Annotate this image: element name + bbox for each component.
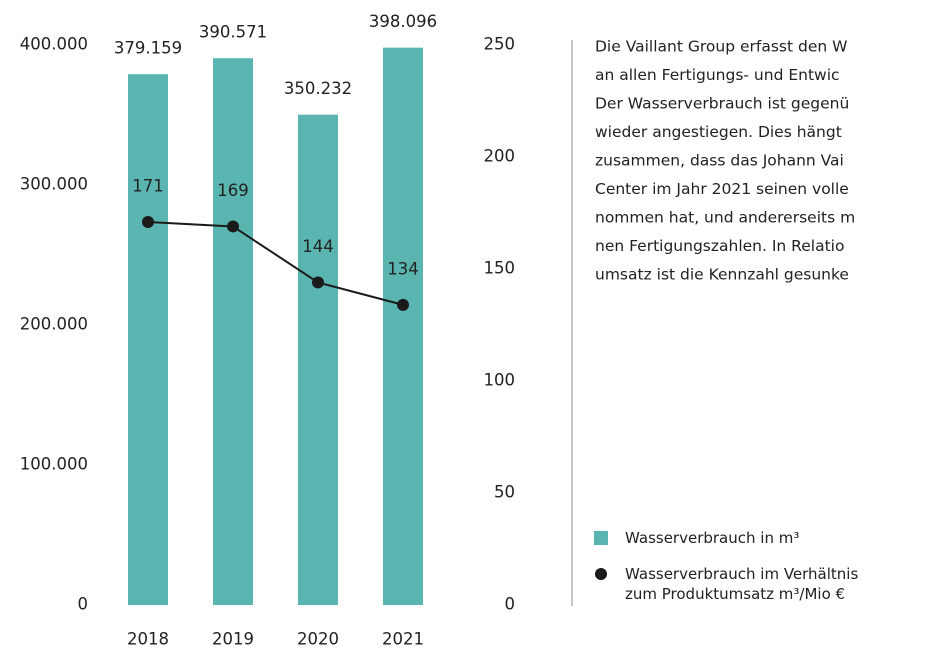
paragraph-line: umsatz ist die Kennzahl gesunke: [595, 266, 849, 284]
bar: [213, 58, 253, 605]
bar: [383, 47, 423, 606]
y-tick-label: 400.000: [20, 35, 88, 54]
y2-tick-label: 100: [484, 371, 516, 390]
line-marker: [227, 220, 239, 233]
legend-label: Wasserverbrauch in m³: [625, 529, 800, 547]
bar: [298, 114, 338, 605]
y-tick-label: 0: [78, 595, 89, 614]
line-marker: [397, 298, 409, 311]
paragraph-line: an allen Fertigungs- und Entwic: [595, 66, 840, 84]
line: [147, 220, 404, 306]
x-tick-label: 2019: [212, 630, 254, 649]
bar-value-label: 379.159: [114, 39, 182, 58]
paragraph-line: wieder angestiegen. Dies hängt: [595, 123, 842, 141]
paragraph-line: zusammen, dass das Johann Vai: [595, 152, 844, 170]
y2-tick-label: 250: [484, 35, 516, 54]
bar-value-label: 390.571: [199, 23, 267, 42]
paragraph-line: nen Fertigungszahlen. In Relatio: [595, 237, 844, 255]
x-tick-label: 2018: [127, 630, 169, 649]
legend-label: Wasserverbrauch im Verhältnis zum Produk…: [625, 565, 859, 603]
x-tick-label: 2020: [297, 630, 339, 649]
paragraph-line: Der Wasserverbrauch ist gegenü: [595, 95, 849, 113]
line-value-label: 144: [302, 237, 334, 256]
line-marker: [312, 276, 324, 289]
y-tick-label: 200.000: [20, 315, 88, 334]
y2-tick-label: 200: [484, 147, 516, 166]
line-value-label: 169: [217, 181, 249, 200]
y-tick-label: 100.000: [20, 455, 88, 474]
legend-swatch: [595, 568, 607, 580]
legend-swatch: [594, 531, 608, 545]
bar: [128, 74, 168, 606]
y2-tick-label: 0: [505, 595, 516, 614]
y-tick-label: 300.000: [20, 175, 88, 194]
line-marker: [142, 215, 154, 228]
paragraph-line: nommen hat, und andererseits m: [595, 209, 855, 227]
y2-tick-label: 50: [494, 483, 515, 502]
x-tick-label: 2021: [382, 630, 424, 649]
bar-value-label: 350.232: [284, 79, 352, 98]
paragraph-line: Die Vaillant Group erfasst den W: [595, 38, 847, 56]
line-value-label: 134: [387, 259, 419, 278]
line-value-label: 171: [132, 176, 164, 195]
y2-tick-label: 150: [484, 259, 516, 278]
bar-value-label: 398.096: [369, 12, 437, 31]
paragraph-line: Center im Jahr 2021 seinen volle: [595, 180, 849, 198]
